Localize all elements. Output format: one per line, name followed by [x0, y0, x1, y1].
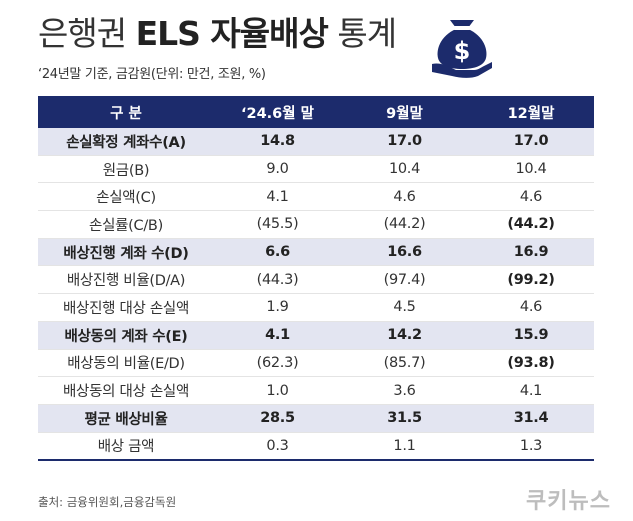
row-label: 평균 배상비율 — [38, 404, 214, 433]
publisher-logo: 쿠키뉴스 — [526, 489, 611, 514]
header-jun-2024: ‘24.6월 말 — [214, 96, 341, 128]
cell-value: 17.0 — [341, 128, 468, 156]
els-statistics-table: 구 분 ‘24.6월 말 9월말 12월말 손실확정 계좌수(A) 14.8 17.… — [38, 96, 594, 462]
cell-value: (97.4) — [341, 265, 468, 295]
cell-value: 4.1 — [214, 182, 341, 212]
table-row: 배상진행 대상 손실액 1.9 4.5 4.6 — [38, 293, 594, 322]
cell-value: 4.6 — [341, 182, 468, 212]
row-label: 배상진행 비율(D/A) — [38, 265, 214, 295]
cell-value: 1.3 — [468, 432, 594, 462]
table-row: 배상 금액 0.3 1.1 1.3 — [38, 432, 594, 462]
row-label: 배상동의 계좌 수(E) — [38, 321, 214, 350]
title-highlight: ELS 자율배상 — [135, 14, 329, 53]
row-label: 원금(B) — [38, 155, 214, 184]
cell-value: 4.1 — [214, 321, 341, 350]
table-row: 평균 배상비율 28.5 31.5 31.4 — [38, 404, 594, 433]
row-label: 배상동의 비율(E/D) — [38, 349, 214, 378]
row-label: 배상 금액 — [38, 432, 214, 462]
table-row: 배상동의 대상 손실액 1.0 3.6 4.1 — [38, 376, 594, 405]
table-row: 배상동의 계좌 수(E) 4.1 14.2 15.9 — [38, 321, 594, 350]
table-row: 손실확정 계좌수(A) 14.8 17.0 17.0 — [38, 128, 594, 156]
cell-value: 28.5 — [214, 404, 341, 433]
row-label: 손실확정 계좌수(A) — [38, 128, 214, 156]
row-label: 배상진행 계좌 수(D) — [38, 238, 214, 267]
page-title: 은행권 ELS 자율배상 통계 — [38, 14, 397, 54]
cell-value: 9.0 — [214, 155, 341, 184]
cell-value: 16.6 — [341, 238, 468, 267]
cell-value: 1.0 — [214, 376, 341, 405]
cell-value: (62.3) — [214, 349, 341, 378]
cell-value: 15.9 — [468, 321, 594, 350]
cell-value: 4.6 — [468, 182, 594, 212]
cell-value: 31.5 — [341, 404, 468, 433]
cell-value: 14.2 — [341, 321, 468, 350]
cell-value: (44.3) — [214, 265, 341, 295]
cell-value: 6.6 — [214, 238, 341, 267]
cell-value: (85.7) — [341, 349, 468, 378]
source-note: 출처: 금융위원회,금융감독원 — [38, 495, 177, 509]
cell-value: (44.2) — [468, 210, 594, 239]
cell-value: 4.1 — [468, 376, 594, 405]
title-prefix: 은행권 — [38, 14, 136, 53]
cell-value: (45.5) — [214, 210, 341, 239]
row-label: 배상진행 대상 손실액 — [38, 293, 214, 322]
cell-value: 3.6 — [341, 376, 468, 405]
header-dec: 12월말 — [468, 96, 594, 128]
cell-value: 1.9 — [214, 293, 341, 322]
title-suffix: 통계 — [327, 14, 397, 53]
row-label: 손실률(C/B) — [38, 210, 214, 239]
cell-value: 16.9 — [468, 238, 594, 267]
cell-value: (44.2) — [341, 210, 468, 239]
cell-value: 4.6 — [468, 293, 594, 322]
table-row: 배상동의 비율(E/D) (62.3) (85.7) (93.8) — [38, 349, 594, 378]
subtitle: ‘24년말 기준, 금감원(단위: 만건, 조원, %) — [38, 67, 266, 82]
cell-value: 10.4 — [341, 155, 468, 184]
cell-value: 10.4 — [468, 155, 594, 184]
cell-value: 4.5 — [341, 293, 468, 322]
header-category: 구 분 — [38, 96, 214, 128]
money-bag-hand-icon: $ — [432, 20, 492, 78]
header-sep: 9월말 — [341, 96, 468, 128]
table-row: 손실액(C) 4.1 4.6 4.6 — [38, 182, 594, 212]
table-row: 원금(B) 9.0 10.4 10.4 — [38, 155, 594, 184]
row-label: 손실액(C) — [38, 182, 214, 212]
cell-value: 1.1 — [341, 432, 468, 462]
cell-value: (99.2) — [468, 265, 594, 295]
cell-value: 14.8 — [214, 128, 341, 156]
cell-value: 0.3 — [214, 432, 341, 462]
cell-value: 31.4 — [468, 404, 594, 433]
table-row: 배상진행 비율(D/A) (44.3) (97.4) (99.2) — [38, 265, 594, 295]
row-label: 배상동의 대상 손실액 — [38, 376, 214, 405]
table-row: 배상진행 계좌 수(D) 6.6 16.6 16.9 — [38, 238, 594, 267]
dollar-sign-icon: $ — [454, 37, 471, 65]
table-header-row: 구 분 ‘24.6월 말 9월말 12월말 — [38, 96, 594, 128]
table-row: 손실률(C/B) (45.5) (44.2) (44.2) — [38, 210, 594, 239]
cell-value: (93.8) — [468, 349, 594, 378]
cell-value: 17.0 — [468, 128, 594, 156]
